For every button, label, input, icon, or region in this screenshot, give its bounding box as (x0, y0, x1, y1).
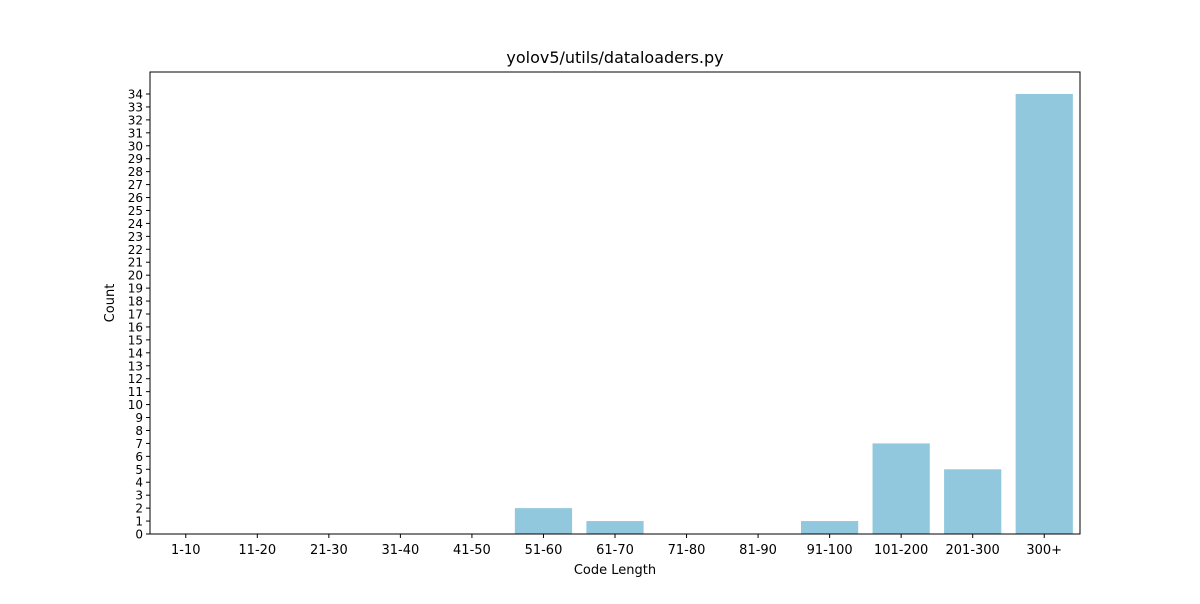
y-tick-label: 18 (128, 295, 143, 309)
y-tick-label: 33 (128, 100, 143, 114)
x-axis-ticks: 1-10 11-20 21-30 31-40 41-50 51-60 61-70 71-80 8… (171, 534, 1062, 558)
x-tick-label: 81-90 (739, 543, 777, 558)
y-tick-label: 19 (128, 282, 143, 296)
x-tick-label: 1-10 (171, 543, 201, 558)
y-tick-label: 15 (128, 333, 143, 347)
y-tick-label: 21 (128, 256, 143, 270)
y-tick-label: 4 (135, 476, 143, 490)
x-tick-label: 21-30 (310, 543, 348, 558)
bar-61-70 (586, 521, 644, 534)
y-tick-label: 32 (128, 113, 143, 127)
bar-51-60 (514, 508, 573, 534)
x-tick-label: 51-60 (525, 543, 563, 558)
x-tick-label: 31-40 (381, 543, 419, 558)
y-tick-label: 6 (135, 450, 143, 464)
y-tick-label: 9 (135, 411, 143, 425)
y-tick-label: 7 (135, 437, 143, 451)
y-tick-label: 10 (128, 398, 143, 412)
chart-title: yolov5/utils/dataloaders.py (506, 48, 723, 67)
bar-101-200 (872, 443, 930, 534)
y-tick-label: 20 (128, 269, 143, 283)
y-tick-label: 34 (128, 88, 143, 102)
y-tick-label: 8 (135, 424, 143, 438)
y-tick-label: 31 (128, 126, 143, 140)
bar-300+ (1015, 94, 1073, 534)
y-tick-label: 28 (128, 165, 143, 179)
x-tick-label: 61-70 (596, 543, 634, 558)
y-tick-label: 25 (128, 204, 143, 218)
x-tick-label: 101-200 (874, 543, 928, 558)
y-tick-label: 26 (128, 191, 143, 205)
y-tick-label: 13 (128, 359, 143, 373)
x-axis-label: Code Length (574, 563, 656, 578)
y-tick-label: 22 (128, 243, 143, 257)
y-tick-label: 27 (128, 178, 143, 192)
y-tick-label: 24 (128, 217, 143, 231)
x-tick-label: 11-20 (238, 543, 276, 558)
y-tick-label: 5 (135, 463, 143, 477)
bar-91-100 (801, 521, 859, 534)
y-tick-label: 17 (128, 308, 143, 322)
x-tick-label: 41-50 (453, 543, 491, 558)
y-tick-label: 16 (128, 320, 143, 334)
y-tick-label: 14 (128, 346, 143, 360)
plot-frame (149, 71, 1081, 535)
bars-layer (514, 94, 1073, 534)
bar-201-300 (944, 469, 1002, 534)
y-tick-label: 29 (128, 152, 143, 166)
y-tick-label: 0 (135, 528, 143, 542)
y-axis-label: Count (103, 284, 118, 323)
y-tick-label: 2 (135, 502, 143, 516)
x-tick-label: 71-80 (668, 543, 706, 558)
x-tick-label: 201-300 (946, 543, 1000, 558)
y-tick-label: 23 (128, 230, 143, 244)
y-tick-label: 3 (135, 489, 143, 503)
x-tick-label: 91-100 (807, 543, 853, 558)
y-axis-ticks: 0123456789101112131415161718192021222324… (128, 88, 150, 542)
x-tick-label: 300+ (1026, 543, 1062, 558)
y-tick-label: 1 (135, 515, 143, 529)
y-tick-label: 11 (128, 385, 143, 399)
y-tick-label: 30 (128, 139, 143, 153)
y-tick-label: 12 (128, 372, 143, 386)
